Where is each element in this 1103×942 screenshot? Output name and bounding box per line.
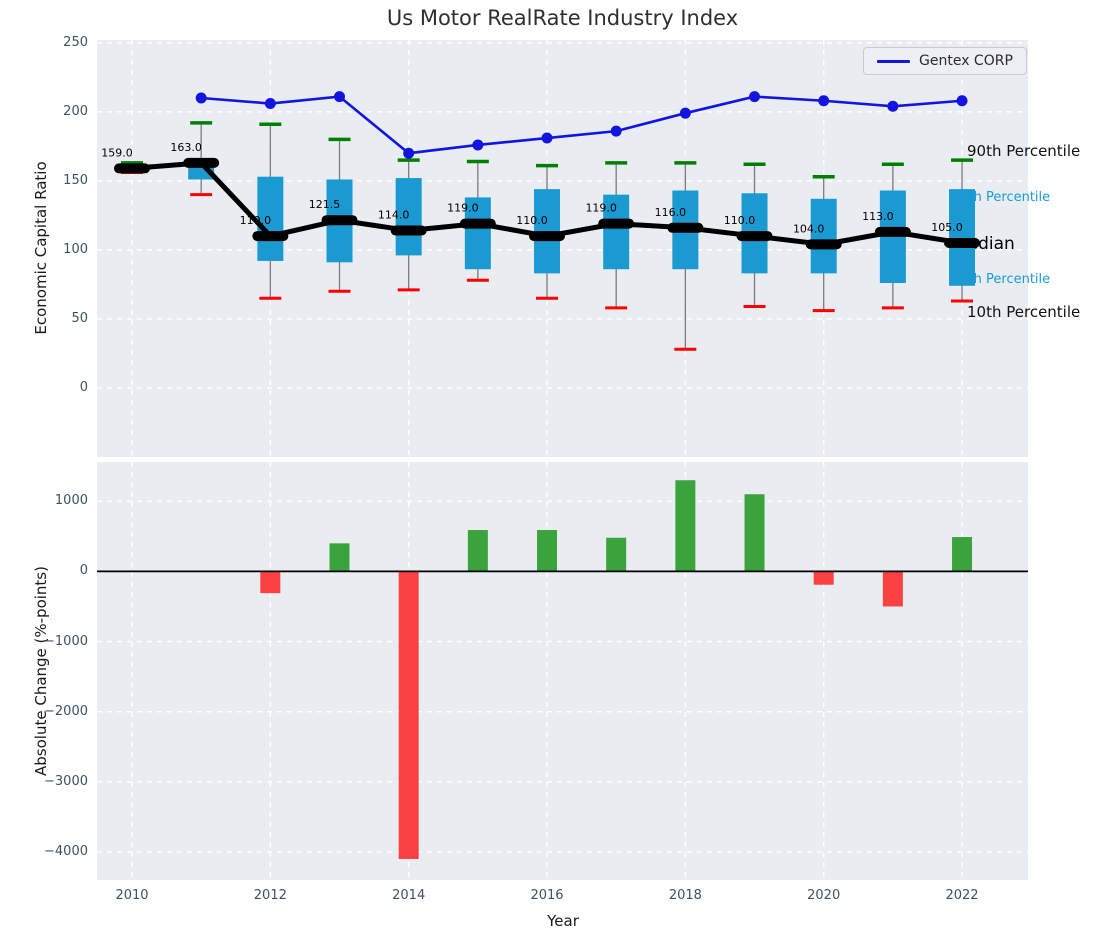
y-tick-label: 1000 (30, 493, 88, 508)
gentex-point (403, 148, 414, 159)
y-tick-label: 50 (30, 311, 88, 326)
y-tick-label: −2000 (30, 704, 88, 719)
x-tick-label: 2014 (374, 888, 444, 903)
legend-label: Gentex CORP (919, 53, 1013, 69)
median-marker (737, 231, 773, 241)
median-value-label: 110.0 (240, 214, 272, 227)
y-tick-label: 250 (30, 35, 88, 50)
median-value-label: 119.0 (447, 202, 479, 215)
median-marker (529, 231, 565, 241)
median-value-label: 159.0 (101, 146, 133, 159)
median-marker (667, 223, 703, 233)
change-bar (814, 571, 834, 584)
change-bar (537, 530, 557, 571)
gentex-point (749, 91, 760, 102)
median-marker (252, 231, 288, 241)
change-bar (468, 530, 488, 571)
x-tick-label: 2012 (235, 888, 305, 903)
median-marker (598, 219, 634, 229)
median-marker (806, 239, 842, 249)
gentex-point (680, 108, 691, 119)
y-tick-label: 200 (30, 104, 88, 119)
change-bar (606, 538, 626, 572)
x-tick-label: 2022 (927, 888, 997, 903)
y-tick-label: 150 (30, 173, 88, 188)
percentile-label: 10th Percentile (967, 303, 1080, 321)
change-bar (399, 571, 419, 859)
y-tick-label: 100 (30, 242, 88, 257)
gentex-point (472, 139, 483, 150)
median-marker (114, 163, 150, 173)
median-marker (875, 227, 911, 237)
x-tick-label: 2010 (97, 888, 167, 903)
median-marker (944, 238, 980, 248)
y-tick-label: −3000 (30, 774, 88, 789)
median-value-label: 110.0 (516, 214, 548, 227)
change-bar (675, 480, 695, 571)
y-tick-label: −1000 (30, 634, 88, 649)
median-value-label: 113.0 (862, 210, 894, 223)
median-value-label: 121.5 (309, 198, 341, 211)
median-value-label: 119.0 (585, 202, 617, 215)
median-marker (183, 158, 219, 168)
gentex-point (887, 101, 898, 112)
x-tick-label: 2020 (789, 888, 859, 903)
chart-canvas: 90th Percentile75th PercentileMedian25th… (0, 0, 1103, 942)
figure: Us Motor RealRate Industry Index 90th Pe… (0, 0, 1103, 942)
iqr-box (811, 199, 837, 274)
y-tick-label: 0 (30, 380, 88, 395)
bottom-y-axis-label: Absolute Change (%-points) (32, 566, 50, 776)
gentex-point (818, 95, 829, 106)
median-value-label: 114.0 (378, 209, 410, 222)
x-axis-label: Year (547, 912, 579, 930)
x-tick-label: 2016 (512, 888, 582, 903)
percentile-label: 90th Percentile (967, 142, 1080, 160)
median-marker (322, 215, 358, 225)
change-bar (952, 537, 972, 571)
median-marker (391, 226, 427, 236)
change-bar (883, 571, 903, 606)
gentex-point (196, 92, 207, 103)
legend: Gentex CORP (863, 47, 1027, 75)
median-value-label: 105.0 (931, 221, 963, 234)
change-bar (330, 543, 350, 571)
gentex-line (201, 97, 962, 154)
median-value-label: 116.0 (655, 206, 687, 219)
legend-line-sample (877, 60, 910, 63)
median-value-label: 104.0 (793, 222, 825, 235)
gentex-point (265, 98, 276, 109)
median-value-label: 110.0 (724, 214, 756, 227)
change-bar (260, 571, 280, 593)
y-tick-label: −4000 (30, 844, 88, 859)
x-tick-label: 2018 (650, 888, 720, 903)
gentex-point (542, 133, 553, 144)
median-marker (460, 219, 496, 229)
change-bar (745, 494, 765, 571)
iqr-box (949, 189, 975, 286)
y-tick-label: 0 (30, 563, 88, 578)
gentex-point (334, 91, 345, 102)
gentex-point (611, 126, 622, 137)
median-value-label: 163.0 (170, 141, 202, 154)
gentex-point (957, 95, 968, 106)
